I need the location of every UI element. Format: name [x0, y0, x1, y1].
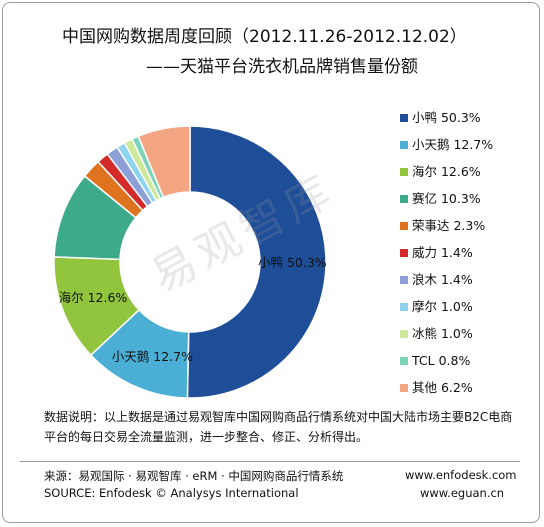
- chart-title: 中国网购数据周度回顾（2012.11.26-2012.12.02）: [62, 27, 467, 47]
- legend-swatch: [400, 384, 408, 392]
- legend-swatch: [400, 357, 408, 365]
- legend-swatch: [400, 330, 408, 338]
- slice-其他: [137, 125, 191, 199]
- slice-label: 小鸭 50.3%: [257, 254, 327, 270]
- chart-subtitle: ——天猫平台洗衣机品牌销售量份额: [146, 57, 418, 77]
- legend-label: 小鸭 50.3%: [412, 110, 481, 125]
- url-enfodesk[interactable]: www.enfodesk.com: [405, 468, 517, 482]
- url-eguan[interactable]: www.eguan.cn: [420, 486, 505, 500]
- legend-swatch: [400, 222, 408, 230]
- data-note: 数据说明：以上数据是通过易观智库中国网购商品行情系统对中国大陆市场主要B2C电商…: [44, 410, 513, 444]
- divider: [20, 461, 520, 462]
- legend-swatch: [400, 195, 408, 203]
- slice-小鸭: [186, 125, 327, 399]
- legend-label: 小天鹅 12.7%: [412, 137, 494, 152]
- legend-swatch: [400, 249, 408, 257]
- legend-label: 赛亿 10.3%: [412, 191, 481, 206]
- legend-label: 荣事达 2.3%: [412, 218, 486, 233]
- legend-label: 其他 6.2%: [412, 380, 473, 395]
- legend-label: 冰熊 1.0%: [412, 326, 473, 341]
- legend-swatch: [400, 303, 408, 311]
- source-en: SOURCE: Enfodesk © Analysys Internationa…: [44, 486, 299, 500]
- legend-label: TCL 0.8%: [412, 353, 471, 368]
- legend-swatch: [400, 114, 408, 122]
- legend-label: 海尔 12.6%: [412, 164, 481, 179]
- legend-swatch: [400, 141, 408, 149]
- legend-label: 浪木 1.4%: [412, 272, 473, 287]
- slice-label: 海尔 12.6%: [58, 290, 128, 306]
- legend-swatch: [400, 168, 408, 176]
- slice-label: 小天鹅 12.7%: [111, 349, 193, 365]
- legend-label: 威力 1.4%: [412, 245, 473, 260]
- legend-swatch: [400, 276, 408, 284]
- source-cn: 来源：易观国际 · 易观智库 · eRM · 中国网购商品行情系统: [44, 469, 344, 483]
- legend-label: 摩尔 1.0%: [412, 299, 473, 314]
